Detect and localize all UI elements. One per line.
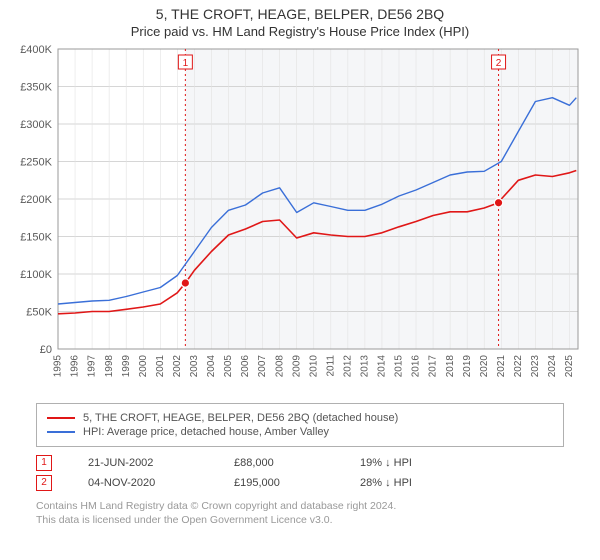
svg-text:1999: 1999 xyxy=(121,355,132,378)
svg-text:£100K: £100K xyxy=(20,269,52,281)
svg-text:2025: 2025 xyxy=(564,355,575,378)
svg-text:1998: 1998 xyxy=(104,355,115,378)
license-text: Contains HM Land Registry data © Crown c… xyxy=(36,499,564,527)
svg-text:1995: 1995 xyxy=(53,355,64,378)
svg-text:1: 1 xyxy=(183,58,189,69)
svg-text:1997: 1997 xyxy=(87,355,98,378)
svg-text:2020: 2020 xyxy=(479,355,490,378)
svg-text:2000: 2000 xyxy=(138,355,149,378)
svg-text:2013: 2013 xyxy=(360,355,371,378)
svg-text:2010: 2010 xyxy=(308,355,319,378)
svg-text:2008: 2008 xyxy=(274,355,285,378)
svg-text:2002: 2002 xyxy=(172,355,183,378)
svg-text:2003: 2003 xyxy=(189,355,200,378)
svg-text:£0: £0 xyxy=(40,344,52,356)
page-subtitle: Price paid vs. HM Land Registry's House … xyxy=(0,24,600,39)
legend-swatch xyxy=(47,417,75,419)
svg-text:£300K: £300K xyxy=(20,119,52,131)
svg-text:2014: 2014 xyxy=(377,355,388,378)
license-line: Contains HM Land Registry data © Crown c… xyxy=(36,499,564,513)
svg-text:2012: 2012 xyxy=(342,355,353,378)
svg-text:2007: 2007 xyxy=(257,355,268,378)
svg-text:£50K: £50K xyxy=(26,307,52,319)
svg-text:£350K: £350K xyxy=(20,82,52,94)
marker-delta: 28% ↓ HPI xyxy=(360,477,412,489)
legend: 5, THE CROFT, HEAGE, BELPER, DE56 2BQ (d… xyxy=(36,403,564,447)
svg-text:2005: 2005 xyxy=(223,355,234,378)
legend-item: 5, THE CROFT, HEAGE, BELPER, DE56 2BQ (d… xyxy=(47,412,553,424)
marker-badge: 2 xyxy=(36,475,52,491)
svg-text:2024: 2024 xyxy=(547,355,558,378)
svg-text:2019: 2019 xyxy=(462,355,473,378)
svg-text:2021: 2021 xyxy=(496,355,507,378)
svg-text:2017: 2017 xyxy=(428,355,439,378)
license-line: This data is licensed under the Open Gov… xyxy=(36,513,564,527)
svg-text:2015: 2015 xyxy=(394,355,405,378)
svg-text:1996: 1996 xyxy=(70,355,81,378)
svg-text:2: 2 xyxy=(496,58,502,69)
svg-text:£400K: £400K xyxy=(20,44,52,56)
marker-delta: 19% ↓ HPI xyxy=(360,457,412,469)
svg-text:2016: 2016 xyxy=(411,355,422,378)
marker-row: 2 04-NOV-2020 £195,000 28% ↓ HPI xyxy=(36,475,564,491)
svg-text:£200K: £200K xyxy=(20,194,52,206)
marker-date: 21-JUN-2002 xyxy=(88,457,198,469)
svg-text:2001: 2001 xyxy=(155,355,166,378)
svg-text:2006: 2006 xyxy=(240,355,251,378)
page-title: 5, THE CROFT, HEAGE, BELPER, DE56 2BQ xyxy=(0,6,600,22)
svg-text:2011: 2011 xyxy=(325,355,336,377)
chart-svg: £0 £50K £100K £150K £200K £250K £300K £350K £400… xyxy=(0,39,600,397)
svg-text:£150K: £150K xyxy=(20,232,52,244)
svg-text:2023: 2023 xyxy=(530,355,541,378)
marker-table: 1 21-JUN-2002 £88,000 19% ↓ HPI 2 04-NOV… xyxy=(36,455,564,491)
svg-text:2018: 2018 xyxy=(445,355,456,378)
marker-date: 04-NOV-2020 xyxy=(88,477,198,489)
legend-label: HPI: Average price, detached house, Ambe… xyxy=(83,426,329,438)
svg-text:£250K: £250K xyxy=(20,157,52,169)
legend-swatch xyxy=(47,431,75,433)
marker-badge: 1 xyxy=(36,455,52,471)
marker-price: £195,000 xyxy=(234,477,324,489)
price-chart: £0 £50K £100K £150K £200K £250K £300K £350K £400… xyxy=(0,39,600,397)
marker-price: £88,000 xyxy=(234,457,324,469)
legend-item: HPI: Average price, detached house, Ambe… xyxy=(47,426,553,438)
svg-text:2004: 2004 xyxy=(206,355,217,378)
legend-label: 5, THE CROFT, HEAGE, BELPER, DE56 2BQ (d… xyxy=(83,412,398,424)
marker-row: 1 21-JUN-2002 £88,000 19% ↓ HPI xyxy=(36,455,564,471)
svg-text:2009: 2009 xyxy=(291,355,302,378)
svg-text:2022: 2022 xyxy=(513,355,524,378)
